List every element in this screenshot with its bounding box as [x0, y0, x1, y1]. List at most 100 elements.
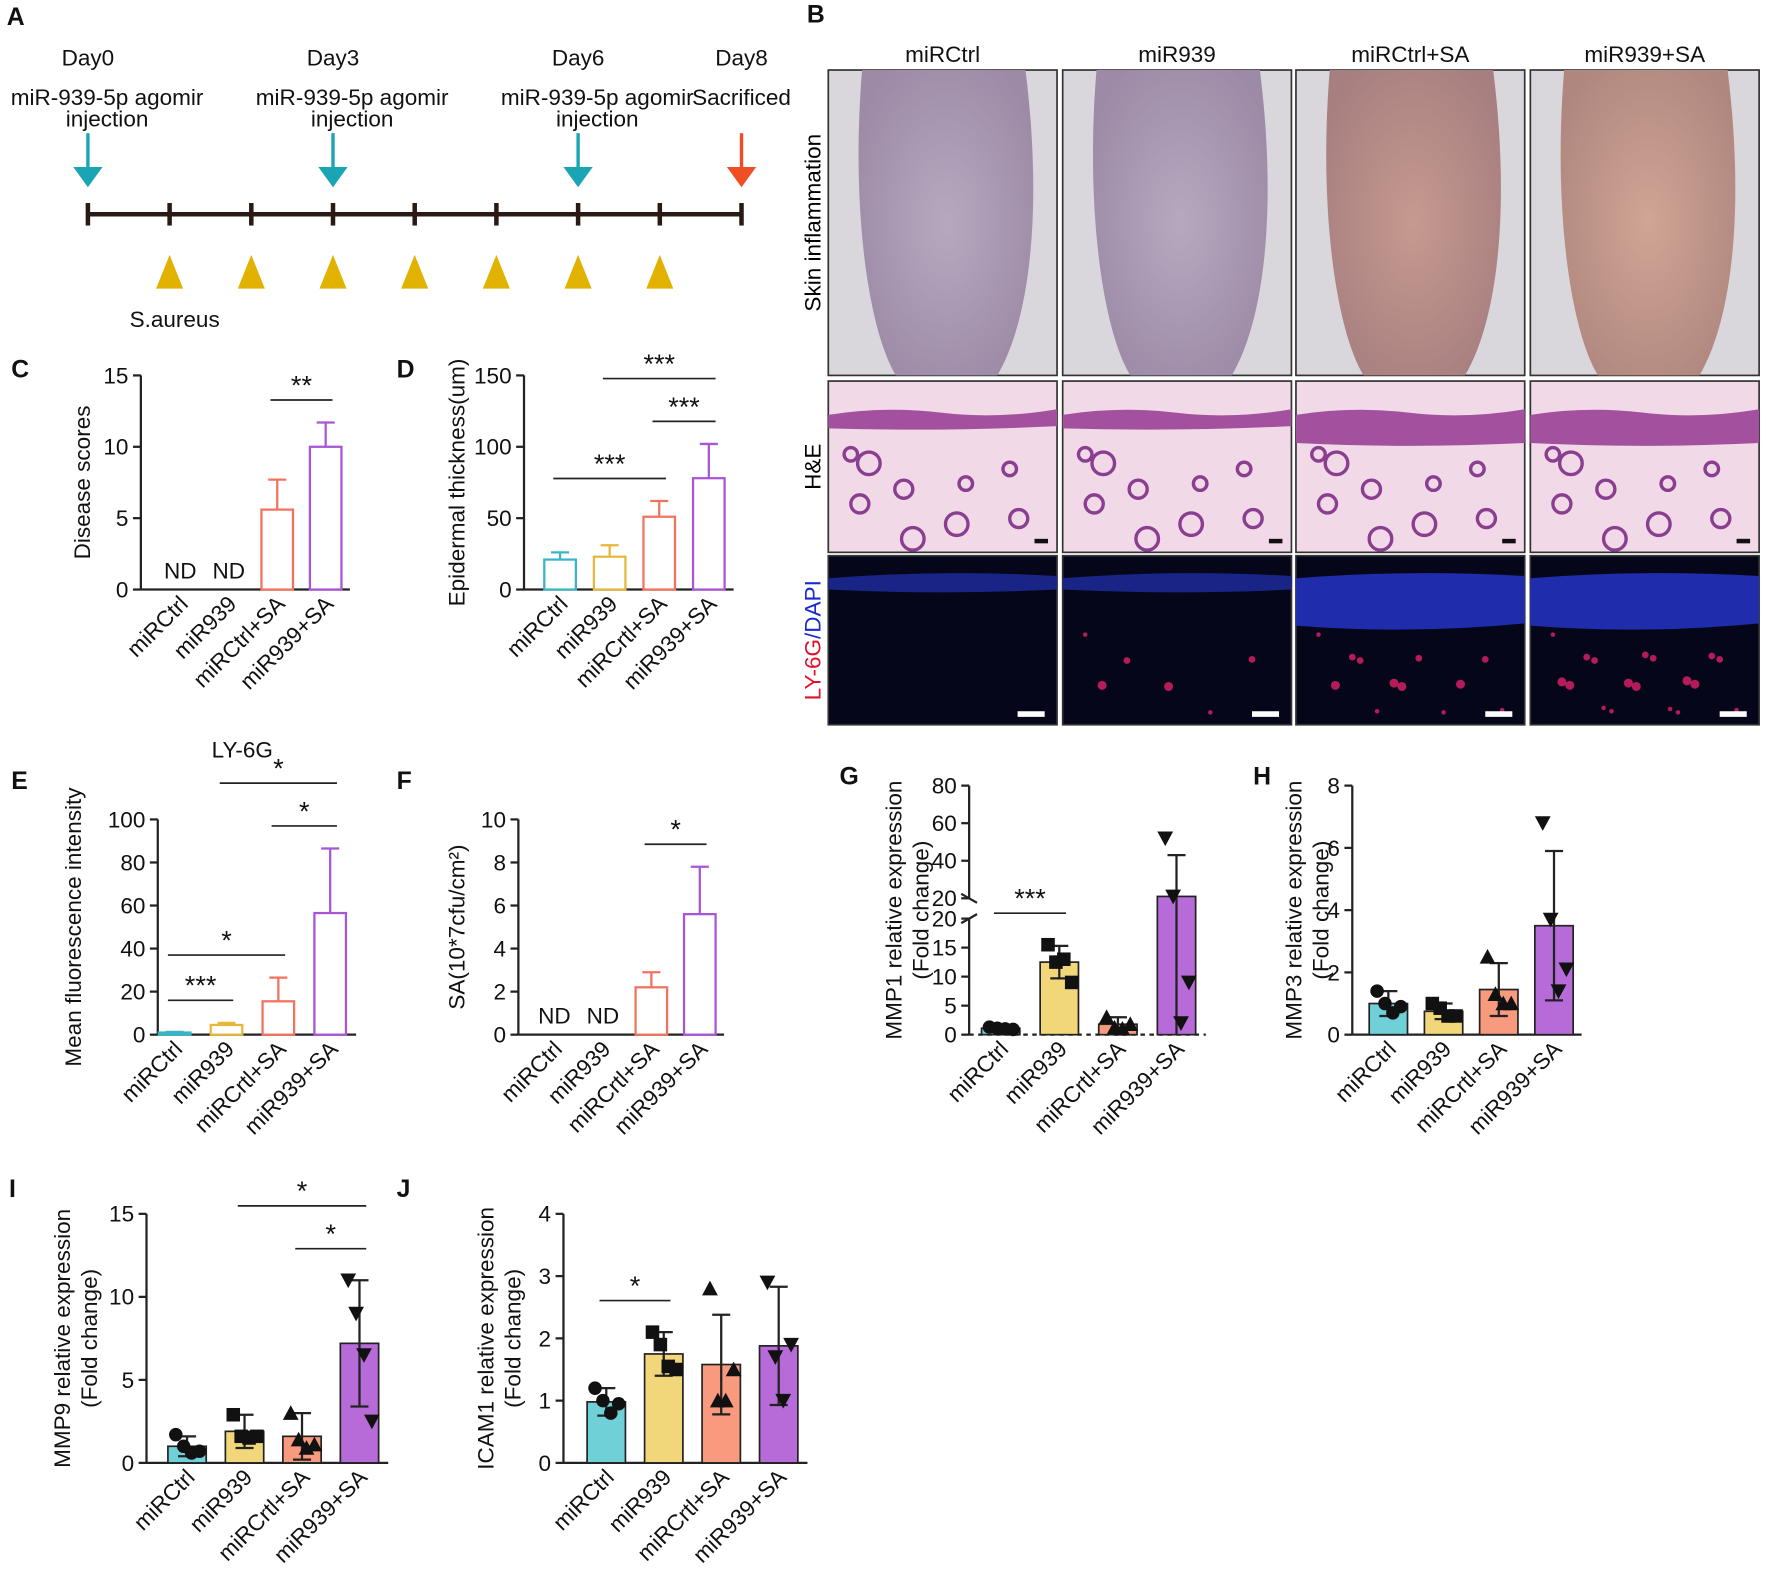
- day-label: Day3: [307, 46, 360, 71]
- data-point: [1064, 975, 1079, 990]
- data-point: [1057, 952, 1071, 966]
- photo-he: [1061, 380, 1293, 554]
- scale-bar: [1017, 711, 1045, 717]
- bar: [642, 515, 677, 591]
- photo-if-signal: [1565, 680, 1575, 690]
- photo-if-signal: [1609, 708, 1614, 714]
- significance-label: ***: [594, 449, 626, 479]
- y-tick-label: 15: [109, 1202, 134, 1227]
- y-tick-label: 60: [932, 811, 957, 836]
- event-label: injection: [66, 106, 149, 131]
- row-label: Skin inflammation: [800, 134, 825, 312]
- photo-if-signal: [1667, 706, 1673, 712]
- photo-if-signal: [1675, 710, 1681, 715]
- panel-letter: J: [397, 1176, 411, 1203]
- bar: [313, 911, 348, 1036]
- column-header: miRCtrl+SA: [1351, 42, 1469, 67]
- data-point: [250, 1429, 264, 1444]
- photo-he: [1529, 380, 1760, 554]
- photo-he-follicle: [849, 493, 871, 515]
- y-tick-label: 0: [133, 1023, 146, 1048]
- panel-letter: D: [397, 357, 415, 384]
- photo-he-follicle: [943, 511, 970, 538]
- photo-if-signal: [1374, 708, 1380, 714]
- panel-letter: B: [807, 2, 825, 29]
- photo-he-follicle: [1090, 450, 1117, 477]
- photo-if-signal: [1397, 681, 1407, 691]
- photo-if-signal: [1208, 710, 1213, 715]
- photo-he-follicle: [855, 450, 882, 477]
- day-label: Day6: [552, 46, 605, 71]
- data-point: [611, 1396, 626, 1411]
- photo-he-follicle: [957, 475, 975, 493]
- photo-if-signal: [1641, 651, 1649, 659]
- photo-he-follicle: [1235, 460, 1253, 478]
- photo-if-signal: [1330, 680, 1340, 690]
- y-tick-label: 60: [120, 893, 145, 918]
- y-tick-label: 20: [932, 906, 957, 931]
- photo-he-follicle: [1424, 475, 1442, 493]
- scale-bar: [1502, 538, 1516, 544]
- photo-if-signal: [1682, 676, 1692, 686]
- y-axis-label: SA(10*7cfu/cm²): [444, 844, 469, 1009]
- panel-letter: H: [1253, 763, 1271, 790]
- photo-he-follicle: [1127, 478, 1149, 500]
- y-tick-label: 10: [109, 1285, 134, 1310]
- data-point: [645, 1325, 660, 1339]
- panel-letter: E: [11, 768, 28, 795]
- photo-if-signal: [1415, 654, 1423, 662]
- y-axis-label: MMP9 relative expression: [50, 1209, 75, 1468]
- y-axis-label: (Fold change): [501, 1269, 526, 1408]
- y-axis-label: (Fold change): [909, 841, 934, 980]
- value-label: ND: [587, 1003, 620, 1028]
- data-point: [1098, 1009, 1115, 1025]
- y-axis-label: MMP3 relative expression: [1282, 781, 1307, 1040]
- bar: [691, 477, 726, 591]
- photo-body: [1560, 70, 1736, 376]
- scale-bar: [1719, 711, 1747, 717]
- y-tick-label: 80: [932, 774, 957, 799]
- scale-bar: [1252, 711, 1280, 717]
- stimulus-triangle: [646, 254, 674, 289]
- photo-he-follicle: [1310, 445, 1327, 463]
- data-point: [702, 1280, 718, 1296]
- data-point: [1114, 1020, 1131, 1036]
- significance-label: *: [670, 815, 681, 845]
- y-axis-label: Disease scores: [70, 406, 95, 560]
- y-tick-label: 5: [944, 994, 957, 1019]
- photo-he-follicle: [1645, 511, 1672, 538]
- photo-if-signal: [1389, 678, 1399, 688]
- photo-he-follicle: [1551, 493, 1573, 515]
- value-label: ND: [212, 558, 245, 583]
- y-tick-label: 15: [103, 363, 128, 388]
- bar: [308, 445, 343, 591]
- y-tick-label: 8: [1327, 774, 1340, 799]
- y-tick-label: 10: [103, 435, 128, 460]
- y-tick-label: 4: [1327, 898, 1340, 923]
- y-tick-label: 100: [474, 435, 512, 460]
- row-label: H&E: [800, 444, 825, 490]
- data-point: [1165, 889, 1182, 905]
- photo-if-epidermis: [1062, 573, 1292, 593]
- event-arrowhead: [726, 166, 757, 188]
- photo-he-follicle: [1703, 460, 1721, 478]
- y-tick-label: 4: [539, 1202, 552, 1227]
- data-point: [1122, 1016, 1139, 1031]
- y-tick-label: 20: [932, 886, 957, 911]
- day-label: Day0: [62, 46, 115, 71]
- data-point: [1393, 999, 1408, 1014]
- y-tick-label: 8: [493, 850, 506, 875]
- photo-he: [1295, 380, 1526, 554]
- value-label: ND: [538, 1003, 571, 1028]
- data-point: [306, 1436, 323, 1452]
- photo-if-signal: [1690, 679, 1700, 689]
- event-label: Sacrificed: [692, 85, 791, 110]
- y-tick-label: 0: [493, 1023, 506, 1048]
- data-point: [1479, 948, 1496, 964]
- photo-if-signal: [1481, 656, 1489, 663]
- photo-he-follicle: [899, 525, 926, 552]
- data-point: [604, 1406, 618, 1420]
- stimulus-label: S.aureus: [130, 307, 220, 332]
- column-header: miR939: [1138, 42, 1216, 67]
- y-axis-label: (Fold change): [77, 1269, 102, 1408]
